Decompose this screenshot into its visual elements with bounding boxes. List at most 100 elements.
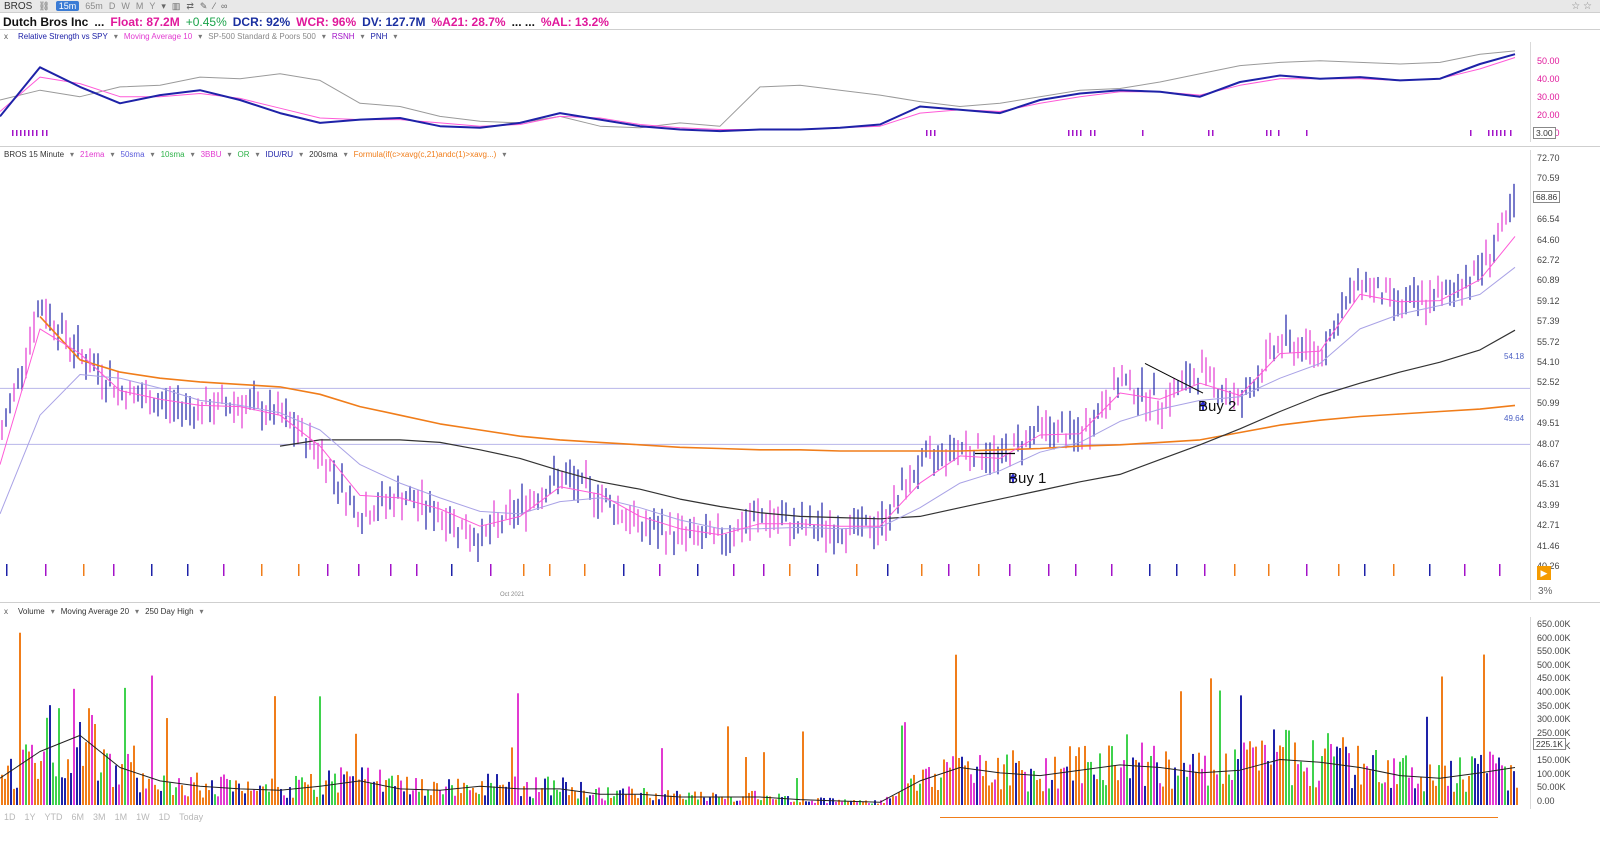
range-3m[interactable]: 3M bbox=[93, 812, 106, 822]
volume-tick: 0.00 bbox=[1537, 795, 1555, 806]
legend-200sma[interactable]: 200sma bbox=[309, 149, 338, 159]
caret-icon[interactable]: ▾ bbox=[198, 31, 203, 41]
caret-icon[interactable]: ▾ bbox=[502, 149, 507, 159]
volume-bar bbox=[676, 790, 678, 805]
volume-bar bbox=[64, 778, 66, 805]
caret-icon[interactable]: ▾ bbox=[255, 149, 260, 159]
volume-bar bbox=[187, 796, 189, 805]
volume-pane[interactable] bbox=[0, 617, 1530, 809]
star-icon[interactable]: ☆ ☆ bbox=[1571, 1, 1592, 12]
legend-or[interactable]: OR bbox=[237, 149, 250, 159]
caret-icon[interactable]: ▾ bbox=[227, 149, 232, 159]
wand-icon[interactable]: ⁄ bbox=[213, 1, 215, 11]
volume-bar bbox=[580, 781, 582, 805]
range-1y[interactable]: 1Y bbox=[24, 812, 36, 822]
signal-mark bbox=[1464, 564, 1466, 576]
chain-icon[interactable]: ⛓ bbox=[38, 0, 50, 11]
caret-icon[interactable]: ▾ bbox=[110, 149, 115, 159]
legend-formula[interactable]: Formula(if(c>xavg(c,21)andc(1)>xavg...) bbox=[353, 149, 497, 159]
caret-icon[interactable]: ▾ bbox=[321, 31, 326, 41]
rs-event-mark bbox=[28, 130, 30, 136]
legend-rsnh[interactable]: RSNH bbox=[331, 31, 355, 41]
legend-volume[interactable]: Volume bbox=[18, 606, 45, 616]
range-1m[interactable]: 1M bbox=[114, 812, 128, 822]
volume-bar bbox=[19, 632, 21, 805]
signal-mark bbox=[856, 564, 858, 576]
caret-icon[interactable]: ▾ bbox=[50, 606, 55, 616]
legend-250high[interactable]: 250 Day High bbox=[145, 606, 194, 616]
range-ytd[interactable]: YTD bbox=[44, 812, 63, 822]
legend-ma20[interactable]: Moving Average 20 bbox=[60, 606, 130, 616]
legend-sp500[interactable]: SP-500 Standard & Poors 500 bbox=[208, 31, 316, 41]
volume-bar bbox=[862, 801, 864, 805]
play-icon[interactable]: ▶ bbox=[1537, 566, 1551, 580]
volume-bar bbox=[547, 776, 549, 805]
volume-bar bbox=[541, 788, 543, 805]
close-icon[interactable]: x bbox=[4, 606, 8, 616]
range-1d-b[interactable]: 1D bbox=[158, 812, 171, 822]
caret-icon[interactable]: ▾ bbox=[393, 31, 398, 41]
volume-bar bbox=[1057, 788, 1059, 805]
volume-ma20-line bbox=[0, 734, 1516, 803]
volume-bar bbox=[514, 776, 516, 805]
volume-tick: 650.00K bbox=[1537, 619, 1571, 629]
range-1w[interactable]: 1W bbox=[136, 812, 150, 822]
dropdown-icon[interactable]: ▾ bbox=[161, 0, 166, 11]
volume-bar bbox=[1165, 751, 1167, 805]
range-1d[interactable]: 1D bbox=[4, 812, 16, 822]
legend-idu[interactable]: IDU/RU bbox=[265, 149, 294, 159]
timeframe-m[interactable]: M bbox=[135, 1, 144, 11]
volume-bar bbox=[181, 785, 183, 805]
volume-bar bbox=[157, 789, 159, 805]
price-pane[interactable] bbox=[0, 160, 1530, 600]
chart-type-icon[interactable]: ▥ bbox=[171, 0, 181, 11]
volume-bar bbox=[1210, 678, 1212, 805]
legend-3bbu[interactable]: 3BBU bbox=[200, 149, 222, 159]
timeframe-d[interactable]: D bbox=[108, 1, 116, 11]
legend-21ema[interactable]: 21ema bbox=[80, 149, 105, 159]
dcr-value: DCR: 92% bbox=[232, 14, 291, 29]
volume-bar bbox=[1162, 786, 1164, 805]
volume-bar bbox=[454, 795, 456, 805]
range-6m[interactable]: 6M bbox=[71, 812, 85, 822]
symbol-label[interactable]: BROS bbox=[4, 0, 33, 12]
caret-icon[interactable]: ▾ bbox=[299, 149, 304, 159]
legend-rs[interactable]: Relative Strength vs SPY bbox=[18, 31, 108, 41]
caret-icon[interactable]: ▾ bbox=[150, 149, 155, 159]
volume-bar bbox=[841, 801, 843, 805]
caret-icon[interactable]: ▾ bbox=[199, 606, 204, 616]
volume-bar bbox=[82, 765, 84, 805]
timeframe-y[interactable]: Y bbox=[149, 1, 156, 11]
volume-bar bbox=[664, 794, 666, 805]
timeframe-w[interactable]: W bbox=[121, 1, 130, 11]
legend-ma10[interactable]: Moving Average 10 bbox=[123, 31, 193, 41]
volume-bar bbox=[85, 742, 87, 805]
rs-pane[interactable] bbox=[0, 42, 1530, 142]
volume-tick: 450.00K bbox=[1537, 673, 1571, 684]
caret-icon[interactable]: ▾ bbox=[343, 149, 348, 159]
signal-mark bbox=[697, 564, 699, 576]
draw-icon[interactable]: ✎ bbox=[199, 0, 208, 11]
timeframe-15m[interactable]: 15m bbox=[55, 1, 80, 11]
range-today[interactable]: Today bbox=[179, 812, 204, 822]
caret-icon[interactable]: ▾ bbox=[360, 31, 365, 41]
legend-50sma[interactable]: 50sma bbox=[120, 149, 145, 159]
rs-event-mark bbox=[1470, 130, 1472, 136]
price-tick: 54.10 bbox=[1537, 357, 1560, 367]
volume-bar bbox=[169, 782, 171, 805]
volume-bar bbox=[1354, 774, 1356, 805]
link-icon[interactable]: ∞ bbox=[220, 1, 228, 11]
legend-pnh[interactable]: PNH bbox=[370, 31, 388, 41]
caret-icon[interactable]: ▾ bbox=[190, 149, 195, 159]
close-icon[interactable]: x bbox=[4, 31, 8, 41]
compare-icon[interactable]: ⇄ bbox=[186, 0, 194, 11]
signal-mark bbox=[887, 564, 889, 576]
caret-icon[interactable]: ▾ bbox=[113, 31, 118, 41]
legend-10sma[interactable]: 10sma bbox=[160, 149, 185, 159]
caret-icon[interactable]: ▾ bbox=[135, 606, 140, 616]
legend-price[interactable]: BROS 15 Minute bbox=[4, 149, 65, 159]
volume-bar bbox=[847, 801, 849, 805]
volume-bar bbox=[1450, 760, 1452, 805]
caret-icon[interactable]: ▾ bbox=[70, 149, 75, 159]
timeframe-65m[interactable]: 65m bbox=[85, 1, 103, 11]
